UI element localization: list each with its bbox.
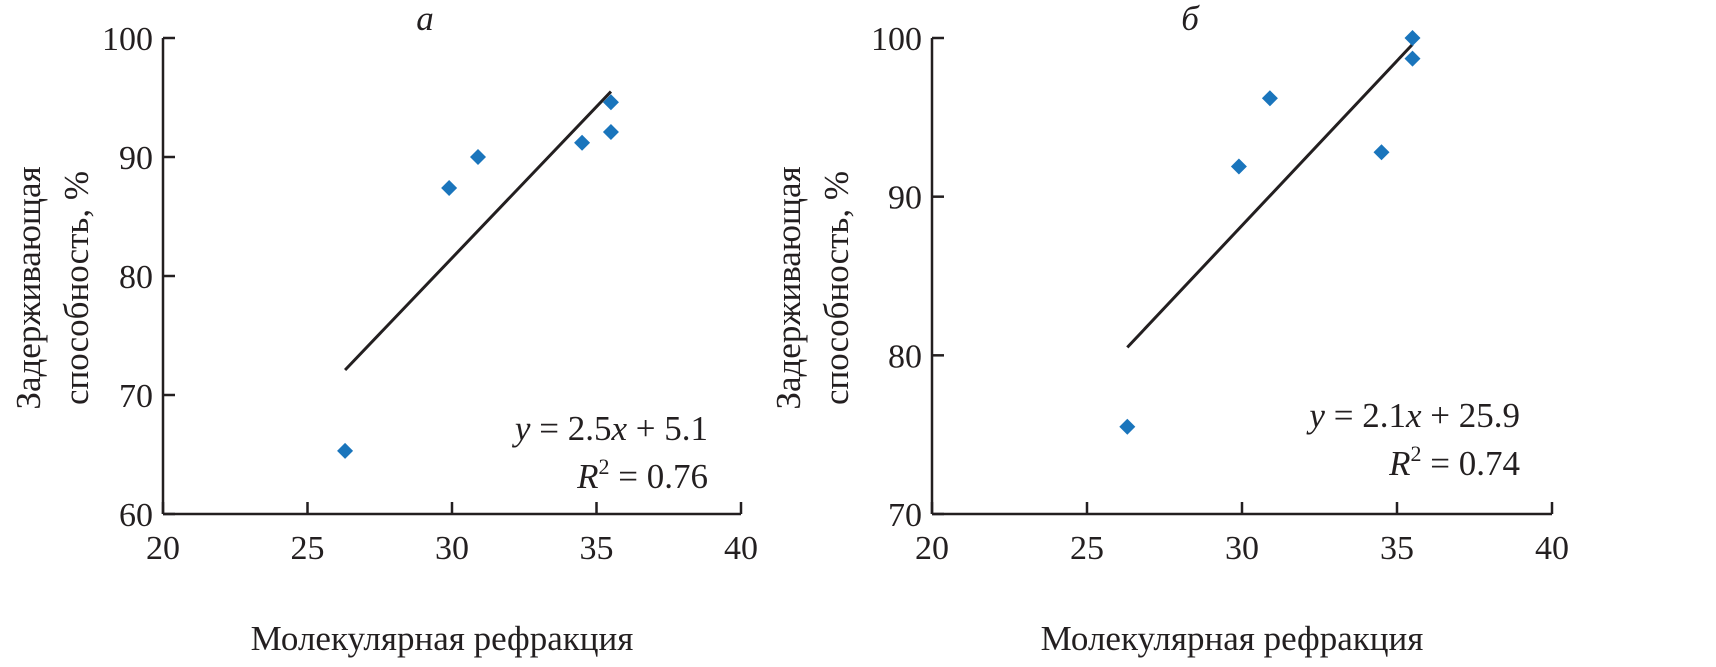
equation-part: = 2.5 <box>530 409 611 448</box>
y-tick-label: 80 <box>888 338 922 375</box>
data-point <box>337 442 354 459</box>
y-tick-label: 100 <box>871 21 922 58</box>
x-axis-label: Молекулярная рефракция <box>1041 619 1424 658</box>
r-symbol: R <box>1388 444 1410 483</box>
regression-equation: y = 2.5x + 5.1 <box>512 409 708 448</box>
equation-part: + 25.9 <box>1422 396 1521 435</box>
regression-equation: y = 2.1x + 25.9 <box>1306 396 1520 435</box>
y-axis-label-line: способность, % <box>817 171 856 405</box>
r-squared: R2 = 0.74 <box>1388 441 1520 483</box>
x-tick-label: 25 <box>1070 530 1104 567</box>
trendline <box>1126 43 1414 349</box>
r-squared: R2 = 0.76 <box>576 454 708 496</box>
equation-part: y <box>1306 396 1325 435</box>
equation-part: = 2.1 <box>1325 396 1406 435</box>
r-superscript: 2 <box>599 454 610 479</box>
data-point <box>441 179 458 196</box>
x-tick-label: 25 <box>291 530 325 567</box>
y-tick-label: 70 <box>888 497 922 534</box>
y-tick-label: 70 <box>119 378 153 415</box>
data-point <box>602 124 619 141</box>
y-tick-label: 60 <box>119 497 153 534</box>
panel-label: б <box>1181 0 1200 38</box>
equation-part: x <box>1405 396 1422 435</box>
x-tick-label: 30 <box>435 530 469 567</box>
chart-panel-1: 60 70 80 90 100 20 25 30 35 40 а Молекулярная рефра… <box>9 0 758 658</box>
equation-part: y <box>512 409 531 448</box>
data-point <box>1404 30 1421 46</box>
x-tick-label: 30 <box>1225 530 1259 567</box>
x-axis-label: Молекулярная рефракция <box>251 619 634 658</box>
equation-part: + 5.1 <box>627 409 708 448</box>
r-symbol: R <box>576 457 598 496</box>
y-tick-label: 90 <box>888 180 922 217</box>
x-tick-label: 20 <box>146 530 180 567</box>
data-point <box>602 94 619 111</box>
chart-panel-2: 70 80 90 100 20 25 30 35 40 б Молекулярная рефракц… <box>769 0 1569 658</box>
data-point <box>1373 144 1390 161</box>
data-point <box>470 149 487 165</box>
trendline <box>343 90 613 372</box>
y-tick-label: 100 <box>102 21 153 58</box>
data-point <box>1230 158 1247 175</box>
x-tick-label: 35 <box>1380 530 1414 567</box>
r-squared-value: = 0.76 <box>610 457 709 496</box>
panel-label: а <box>416 0 434 38</box>
r-superscript: 2 <box>1411 441 1422 466</box>
data-point <box>574 134 591 151</box>
x-tick-label: 40 <box>1535 530 1569 567</box>
data-point <box>1119 418 1136 435</box>
x-tick-label: 35 <box>580 530 614 567</box>
x-tick-label: 40 <box>724 530 758 567</box>
data-point <box>1261 90 1278 107</box>
y-axis-label-line: Задерживающая <box>769 166 808 409</box>
data-point <box>1404 50 1421 67</box>
y-axis-label-line: способность, % <box>57 171 96 405</box>
x-tick-label: 20 <box>915 530 949 567</box>
equation-part: x <box>610 409 627 448</box>
r-squared-value: = 0.74 <box>1422 444 1521 483</box>
y-axis-label-line: Задерживающая <box>9 166 48 409</box>
y-tick-label: 80 <box>119 259 153 296</box>
y-tick-label: 90 <box>119 140 153 177</box>
